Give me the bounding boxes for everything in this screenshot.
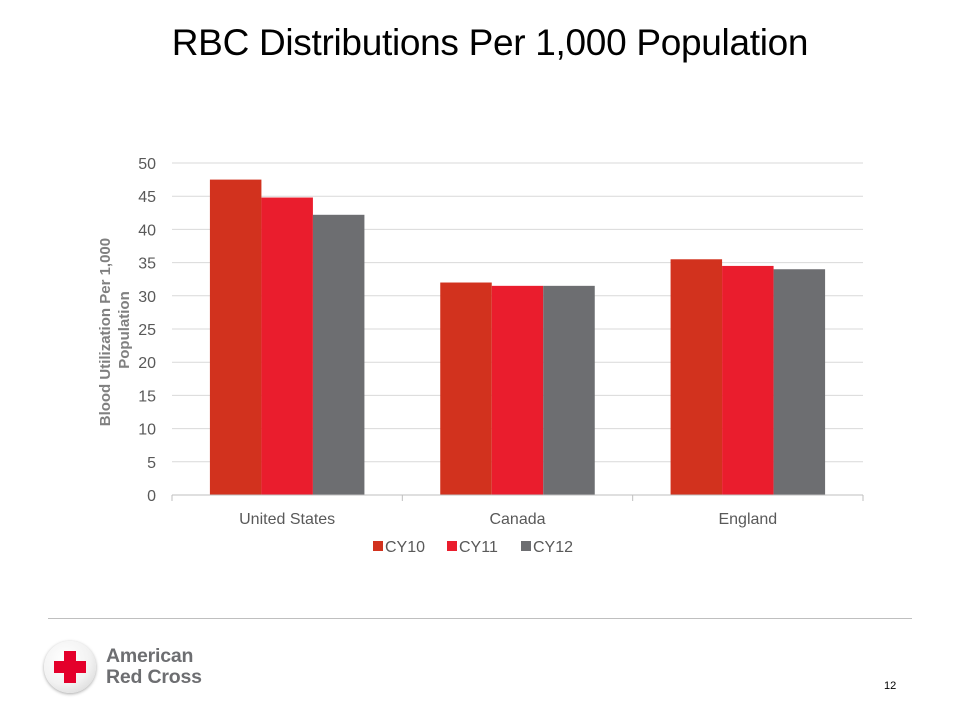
red-cross-icon — [44, 641, 96, 693]
logo-line-1: American — [106, 645, 194, 667]
footer-divider — [48, 618, 912, 619]
y-tick-label: 15 — [138, 388, 156, 405]
bar-chart: 0 5 10 15 20 25 30 35 40 45 50 United States Canada E… — [97, 156, 864, 556]
y-axis-label-line-2: Population — [116, 291, 133, 369]
legend-swatch — [521, 541, 531, 551]
y-tick-label: 20 — [138, 355, 156, 372]
y-tick-label: 50 — [138, 156, 156, 173]
bar-cy12-canada — [543, 285, 595, 495]
y-tick-label: 45 — [138, 189, 156, 206]
legend-label: CY11 — [459, 539, 498, 556]
x-tick-label: United States — [239, 511, 335, 528]
y-tick-label: 5 — [147, 455, 156, 472]
bar-cy12-england — [773, 269, 826, 495]
bar-cy10-united-states — [209, 179, 262, 495]
american-red-cross-logo: American Red Cross — [44, 641, 234, 695]
logo-line-2: Red Cross — [106, 666, 202, 688]
bars — [209, 179, 826, 496]
bar-cy11-england — [722, 265, 774, 495]
y-tick-label: 25 — [138, 322, 156, 339]
bar-cy10-england — [670, 259, 723, 495]
logo-wordmark: American Red Cross — [106, 646, 202, 688]
y-tick-label: 10 — [138, 422, 156, 439]
y-axis-label-line-1: Blood Utilization Per 1,000 — [97, 238, 114, 426]
x-tick-label: England — [718, 511, 777, 528]
x-tick-label: Canada — [489, 511, 545, 528]
y-tick-label: 30 — [138, 289, 156, 306]
legend-label: CY10 — [385, 539, 425, 556]
bar-cy12-united-states — [312, 214, 365, 496]
legend-swatch — [373, 541, 383, 551]
legend-label: CY12 — [533, 539, 573, 556]
legend-swatch — [447, 541, 457, 551]
y-tick-label: 35 — [138, 256, 156, 273]
y-tick-label: 40 — [138, 222, 156, 239]
axes: 0 5 10 15 20 25 30 35 40 45 50 United States Canada E… — [138, 156, 864, 528]
legend: CY10 CY11 CY12 — [373, 539, 573, 556]
y-axis-label: Blood Utilization Per 1,000 Population — [97, 234, 133, 427]
bar-cy10-canada — [440, 282, 492, 495]
slide-title: RBC Distributions Per 1,000 Population — [171, 22, 809, 63]
bar-cy11-canada — [491, 285, 544, 495]
page-number: 12 — [884, 680, 897, 692]
y-tick-label: 0 — [147, 488, 156, 505]
bar-cy11-united-states — [261, 197, 313, 495]
